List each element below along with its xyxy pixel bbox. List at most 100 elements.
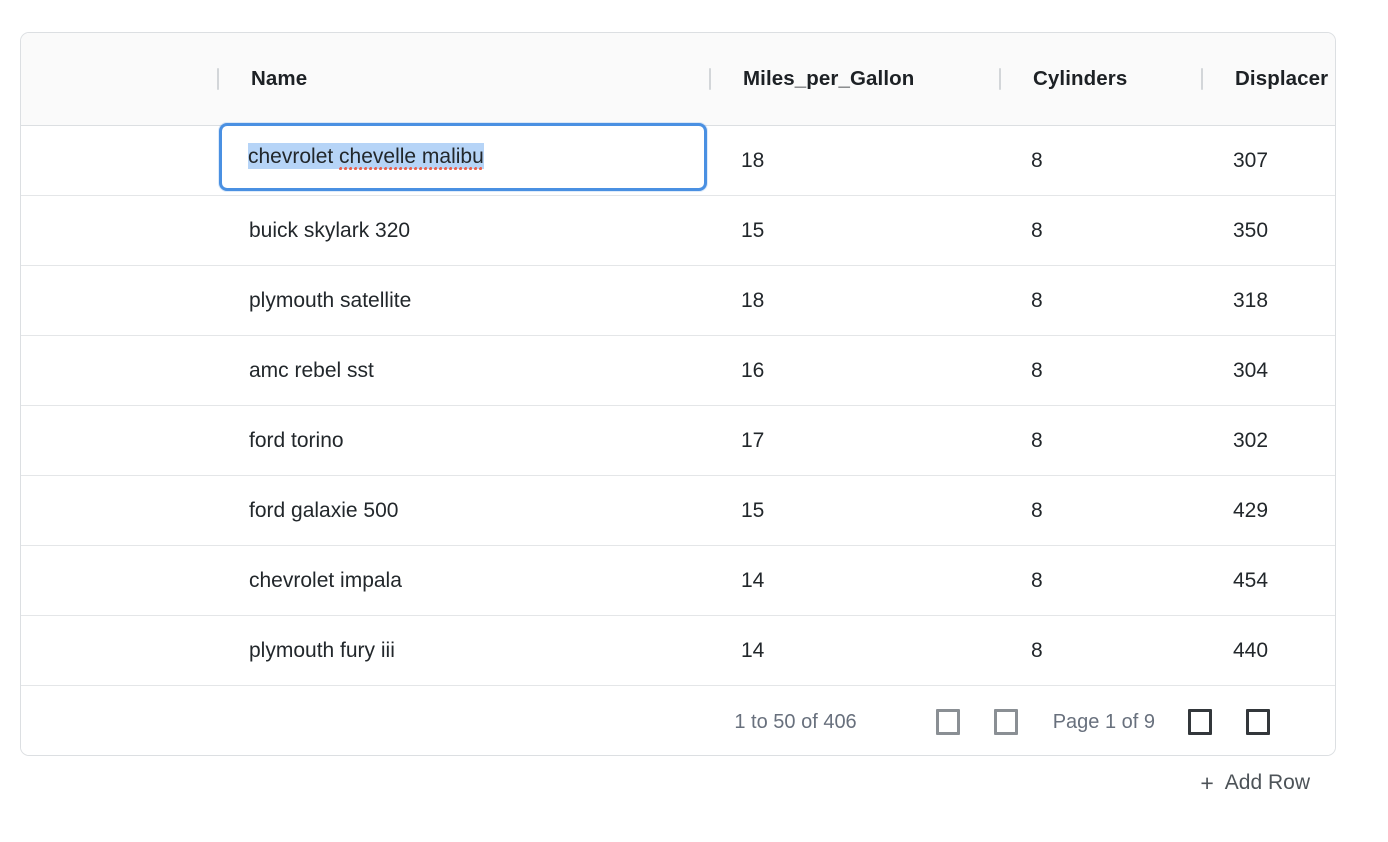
cell-displacement[interactable]: 440 <box>1201 616 1335 685</box>
column-header-label: Name <box>251 67 308 90</box>
column-resize-handle-icon[interactable] <box>1201 68 1203 90</box>
cell-value: 350 <box>1233 218 1269 242</box>
add-row-button[interactable]: + Add Row <box>1198 767 1312 799</box>
cell-miles-per-gallon[interactable]: 14 <box>709 616 999 685</box>
plus-icon: + <box>1200 769 1214 796</box>
cell-value: 302 <box>1233 428 1269 452</box>
cell-value: 15 <box>741 498 765 522</box>
cell-value: 8 <box>1031 498 1043 522</box>
cell-displacement[interactable]: 454 <box>1201 546 1335 615</box>
table-row[interactable]: buick skylark 320 15 8 350 <box>21 196 1335 266</box>
column-resize-handle-icon[interactable] <box>709 68 711 90</box>
cell-name-editing[interactable]: chevrolet chevelle malibu <box>217 123 709 195</box>
cell-displacement[interactable]: 307 <box>1201 126 1335 195</box>
table-row[interactable]: chevrolet impala 14 8 454 <box>21 546 1335 616</box>
cell-name[interactable]: amc rebel sst <box>217 336 709 405</box>
cell-miles-per-gallon[interactable]: 14 <box>709 546 999 615</box>
cell-value: 18 <box>741 148 765 172</box>
cell-miles-per-gallon[interactable]: 18 <box>709 126 999 195</box>
cell-value: ford galaxie 500 <box>249 498 399 522</box>
cell-displacement[interactable]: 318 <box>1201 266 1335 335</box>
column-header-label: Displacer <box>1235 67 1329 90</box>
cell-miles-per-gallon[interactable]: 16 <box>709 336 999 405</box>
cell-value: 18 <box>741 288 765 312</box>
cell-miles-per-gallon[interactable]: 17 <box>709 406 999 475</box>
cell-value: 429 <box>1233 498 1269 522</box>
row-number-cell[interactable] <box>21 336 217 405</box>
column-resize-handle-icon[interactable] <box>999 68 1001 90</box>
first-page-button[interactable] <box>935 709 960 735</box>
cell-miles-per-gallon[interactable]: 15 <box>709 196 999 265</box>
add-row-label: Add Row <box>1224 771 1310 794</box>
cell-value: 8 <box>1031 428 1043 452</box>
row-number-cell[interactable] <box>21 126 217 195</box>
cell-value: 15 <box>741 218 765 242</box>
cell-value: ford torino <box>249 428 344 452</box>
cell-name[interactable]: plymouth fury iii <box>217 616 709 685</box>
row-number-cell[interactable] <box>21 266 217 335</box>
column-header-name[interactable]: Name <box>217 33 709 125</box>
cell-value: 8 <box>1031 218 1043 242</box>
cell-displacement[interactable]: 350 <box>1201 196 1335 265</box>
cell-value: buick skylark 320 <box>249 218 411 242</box>
cell-value: 14 <box>741 568 765 592</box>
table-row[interactable]: plymouth fury iii 14 8 440 <box>21 616 1335 686</box>
cell-cylinders[interactable]: 8 <box>999 126 1201 195</box>
column-resize-handle-icon[interactable] <box>217 68 219 90</box>
row-number-cell[interactable] <box>21 476 217 545</box>
cell-displacement[interactable]: 304 <box>1201 336 1335 405</box>
table-row[interactable]: ford torino 17 8 302 <box>21 406 1335 476</box>
cell-name[interactable]: chevrolet impala <box>217 546 709 615</box>
row-number-cell[interactable] <box>21 546 217 615</box>
cell-cylinders[interactable]: 8 <box>999 406 1201 475</box>
cell-value: plymouth satellite <box>249 288 412 312</box>
cell-cylinders[interactable]: 8 <box>999 476 1201 545</box>
cell-cylinders[interactable]: 8 <box>999 616 1201 685</box>
column-header-displacement[interactable]: Displacer <box>1201 33 1335 125</box>
page-indicator: Page 1 of 9 <box>1052 710 1155 733</box>
column-header-miles-per-gallon[interactable]: Miles_per_Gallon <box>709 33 999 125</box>
cell-value: 318 <box>1233 288 1269 312</box>
data-grid: Name Miles_per_Gallon Cylinders Displace… <box>20 32 1336 756</box>
grid-body: chevrolet chevelle malibu 18 8 307 buick… <box>21 123 1335 686</box>
grid-header-row: Name Miles_per_Gallon Cylinders Displace… <box>21 33 1335 126</box>
column-header-label: Miles_per_Gallon <box>743 67 915 90</box>
row-number-cell[interactable] <box>21 196 217 265</box>
cell-value: 17 <box>741 428 765 452</box>
cell-value: 8 <box>1031 358 1043 382</box>
table-row[interactable]: amc rebel sst 16 8 304 <box>21 336 1335 406</box>
cell-value: 304 <box>1233 358 1269 382</box>
cell-value: chevrolet impala <box>249 568 402 592</box>
previous-page-button[interactable] <box>993 709 1018 735</box>
cell-value: 8 <box>1031 568 1043 592</box>
cell-name[interactable]: buick skylark 320 <box>217 196 709 265</box>
row-number-cell[interactable] <box>21 616 217 685</box>
table-row[interactable]: chevrolet chevelle malibu 18 8 307 <box>21 123 1335 196</box>
cell-editor-text: chevrolet chevelle malibu <box>222 143 484 169</box>
cell-displacement[interactable]: 429 <box>1201 476 1335 545</box>
row-number-cell[interactable] <box>21 406 217 475</box>
cell-editor-input[interactable]: chevrolet chevelle malibu <box>219 123 707 191</box>
cell-name[interactable]: ford galaxie 500 <box>217 476 709 545</box>
cell-cylinders[interactable]: 8 <box>999 336 1201 405</box>
cell-miles-per-gallon[interactable]: 15 <box>709 476 999 545</box>
next-page-button[interactable] <box>1188 709 1212 735</box>
cell-value: 8 <box>1031 638 1043 662</box>
cell-name[interactable]: plymouth satellite <box>217 266 709 335</box>
last-page-button[interactable] <box>1246 709 1270 735</box>
cell-name[interactable]: ford torino <box>217 406 709 475</box>
cell-value: 454 <box>1233 568 1269 592</box>
table-row[interactable]: plymouth satellite 18 8 318 <box>21 266 1335 336</box>
cell-displacement[interactable]: 302 <box>1201 406 1335 475</box>
cell-cylinders[interactable]: 8 <box>999 266 1201 335</box>
cell-cylinders[interactable]: 8 <box>999 546 1201 615</box>
cell-miles-per-gallon[interactable]: 18 <box>709 266 999 335</box>
column-header-rownum[interactable] <box>21 33 217 125</box>
table-row[interactable]: ford galaxie 500 15 8 429 <box>21 476 1335 546</box>
selected-text-spellcheck: chevelle malibu <box>339 143 484 169</box>
selected-text-prefix: chevrolet <box>248 143 340 169</box>
cell-value: 307 <box>1233 148 1269 172</box>
column-header-cylinders[interactable]: Cylinders <box>999 33 1201 125</box>
cell-cylinders[interactable]: 8 <box>999 196 1201 265</box>
